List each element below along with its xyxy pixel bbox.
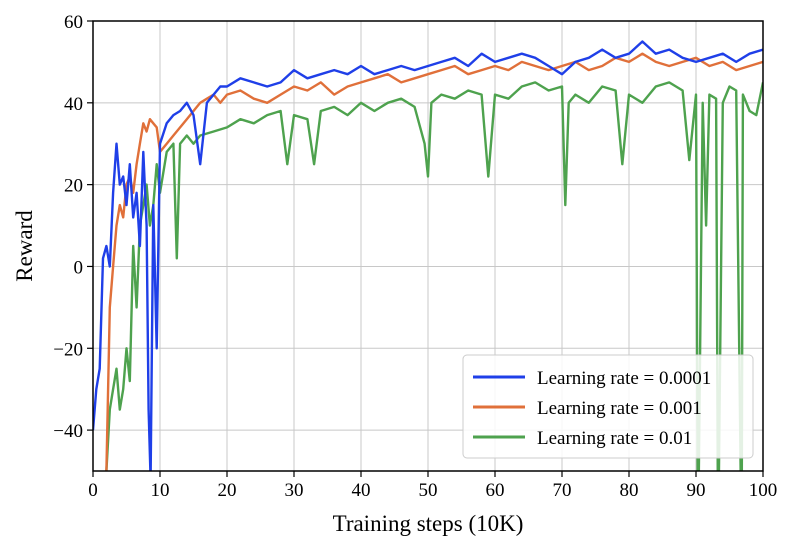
y-tick-label: 60 bbox=[64, 12, 83, 33]
ticks: 0 10 20 30 40 50 60 70 80 90 100 −40 −20 0 20 40 60 bbox=[53, 12, 777, 501]
x-tick-label: 50 bbox=[419, 480, 438, 501]
y-tick-label: 0 bbox=[74, 257, 84, 278]
legend-label-lr-0001: Learning rate = 0.0001 bbox=[537, 368, 711, 389]
legend-label-lr-01: Learning rate = 0.01 bbox=[537, 428, 692, 449]
y-tick-label: 20 bbox=[64, 176, 83, 197]
x-tick-label: 40 bbox=[352, 480, 371, 501]
series-line-0 bbox=[93, 40, 763, 471]
legend-box bbox=[462, 354, 754, 459]
legend: Learning rate = 0.0001 Learning rate = 0… bbox=[462, 354, 754, 459]
series-group bbox=[93, 40, 763, 471]
y-axis-label: Reward bbox=[12, 210, 37, 282]
x-tick-label: 90 bbox=[687, 480, 706, 501]
x-tick-label: 100 bbox=[749, 480, 778, 501]
x-tick-label: 80 bbox=[620, 480, 639, 501]
x-tick-label: 10 bbox=[151, 480, 170, 501]
x-tick-label: 0 bbox=[88, 480, 98, 501]
x-tick-label: 30 bbox=[285, 480, 304, 501]
x-tick-label: 70 bbox=[553, 480, 572, 501]
x-tick-label: 20 bbox=[218, 480, 237, 501]
y-tick-label: −20 bbox=[53, 339, 83, 360]
y-tick-label: −40 bbox=[53, 421, 83, 442]
x-axis-label: Training steps (10K) bbox=[333, 511, 524, 536]
x-tick-label: 60 bbox=[486, 480, 505, 501]
legend-label-lr-001: Learning rate = 0.001 bbox=[537, 398, 702, 419]
y-tick-label: 40 bbox=[64, 94, 83, 115]
